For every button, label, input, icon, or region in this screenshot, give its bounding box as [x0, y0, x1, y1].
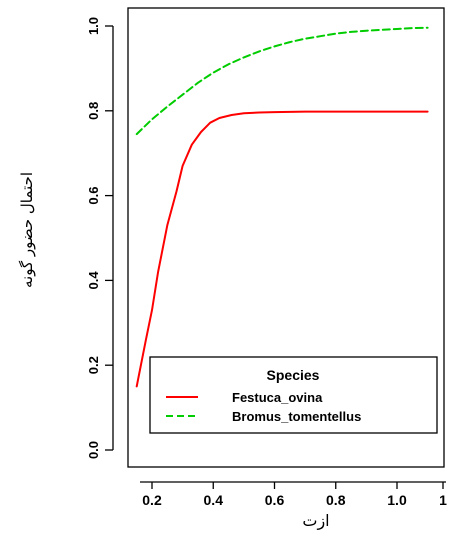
y-tick-label: 0.2 — [86, 356, 101, 374]
y-axis-title: احتمال حضور گونه — [18, 172, 36, 288]
y-tick-label: 0.8 — [86, 102, 101, 120]
series-line-festuca-ovina — [135, 110, 429, 388]
x-tick-label: 1 — [439, 492, 447, 508]
y-tick-label: 0.4 — [86, 271, 101, 290]
x-tick-label: 0.6 — [265, 492, 285, 508]
series-line-bromus-tomentellus — [135, 26, 429, 136]
y-tick-label: 1.0 — [86, 17, 101, 35]
y-axis-ticks: 0.0 0.2 0.4 0.6 0.8 1.0 — [86, 17, 113, 459]
x-tick-label: 0.4 — [204, 492, 224, 508]
x-tick-label: 0.8 — [326, 492, 346, 508]
series-layer — [135, 26, 429, 388]
legend-label-bromus: Bromus_tomentellus — [232, 409, 361, 424]
legend-label-festuca: Festuca_ovina — [232, 390, 323, 405]
legend: Species Festuca_ovina Bromus_tomentellus — [149, 356, 438, 434]
legend-box — [149, 356, 438, 434]
y-tick-label: 0.6 — [86, 187, 101, 205]
plot-frame — [127, 7, 445, 468]
x-tick-label: 0.2 — [142, 492, 162, 508]
x-axis-ticks: 0.2 0.4 0.6 0.8 1.0 1 — [142, 482, 447, 508]
y-tick-label: 0.0 — [86, 441, 101, 459]
x-axis-title: ازت — [302, 511, 329, 531]
legend-title: Species — [267, 367, 320, 383]
x-tick-label: 1.0 — [387, 492, 407, 508]
